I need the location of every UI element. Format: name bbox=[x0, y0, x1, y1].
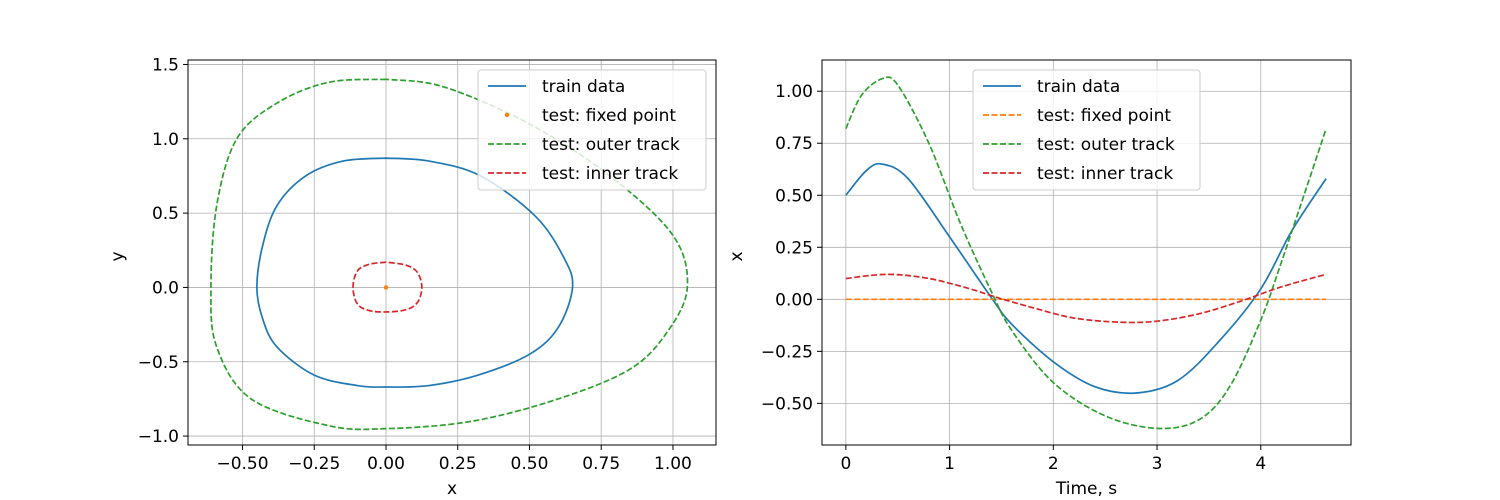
y-tick-label: 1.5 bbox=[152, 55, 179, 75]
series-marker-fixed-point bbox=[383, 285, 389, 290]
x-tick-label: 4 bbox=[1255, 454, 1266, 474]
y-tick-label: 1.00 bbox=[775, 82, 813, 102]
legend-box bbox=[972, 69, 1201, 191]
x-tick-label: 1 bbox=[944, 454, 955, 474]
legend: train data test: fixed point test: outer t… bbox=[477, 69, 707, 191]
x-tick-label: 0.00 bbox=[367, 454, 405, 474]
y-axis-label: x bbox=[727, 251, 747, 261]
x-tick-label: 3 bbox=[1152, 454, 1163, 474]
axes-frame bbox=[821, 59, 1352, 446]
y-tick-label: 0.25 bbox=[775, 238, 813, 258]
legend-label: test: fixed point bbox=[1037, 106, 1171, 126]
legend-label: test: fixed point bbox=[542, 106, 676, 126]
x-tick-label: −0.25 bbox=[288, 454, 340, 474]
legend: train data test: fixed point test: outer t… bbox=[972, 69, 1201, 191]
x-axis-label: x bbox=[447, 479, 457, 499]
x-axis-label: Time, s bbox=[1055, 479, 1117, 499]
x-tick-label: 1.00 bbox=[654, 454, 692, 474]
axes-frame bbox=[187, 59, 717, 446]
y-tick-label: 1.0 bbox=[152, 130, 179, 150]
y-tick-label: −0.25 bbox=[761, 342, 813, 362]
phase-portrait-plot: −0.50 −0.25 0.00 0.25 0.50 0.75 1.00 −1.0 −0.5 0.… bbox=[108, 55, 717, 499]
x-tick-label: 0.50 bbox=[511, 454, 549, 474]
y-tick-label: 0.75 bbox=[775, 134, 813, 154]
legend-label: test: outer track bbox=[1037, 135, 1175, 155]
series-line-0 bbox=[256, 157, 574, 388]
x-tick-label: 2 bbox=[1048, 454, 1059, 474]
y-tick-label: −0.5 bbox=[138, 353, 179, 373]
x-tick-label: 0.75 bbox=[582, 454, 620, 474]
y-tick-label: −1.0 bbox=[138, 427, 179, 447]
time-series-plot: 0 1 2 3 4 −0.50 −0.25 0.00 0.25 0.50 0.75 1.00 Time,… bbox=[727, 59, 1352, 499]
legend-label: test: outer track bbox=[542, 135, 680, 155]
legend-label: test: inner track bbox=[1037, 164, 1173, 184]
legend-label: test: inner track bbox=[542, 164, 678, 184]
series-line-2 bbox=[845, 76, 1327, 430]
legend-label: train data bbox=[1037, 77, 1120, 97]
series-line-3 bbox=[352, 261, 423, 313]
y-tick-label: 0.00 bbox=[775, 290, 813, 310]
y-tick-label: 0.50 bbox=[775, 186, 813, 206]
x-tick-label: 0 bbox=[840, 454, 851, 474]
x-tick-label: −0.50 bbox=[216, 454, 268, 474]
y-axis-label: y bbox=[108, 251, 128, 261]
y-tick-label: −0.50 bbox=[761, 394, 813, 414]
legend-swatch bbox=[504, 112, 510, 118]
x-tick-label: 0.25 bbox=[439, 454, 477, 474]
legend-box bbox=[477, 69, 707, 191]
y-tick-label: 0.0 bbox=[152, 278, 179, 298]
legend-label: train data bbox=[542, 77, 625, 97]
series-line-3 bbox=[845, 273, 1327, 324]
y-tick-label: 0.5 bbox=[152, 204, 179, 224]
series-line-0 bbox=[845, 162, 1327, 395]
